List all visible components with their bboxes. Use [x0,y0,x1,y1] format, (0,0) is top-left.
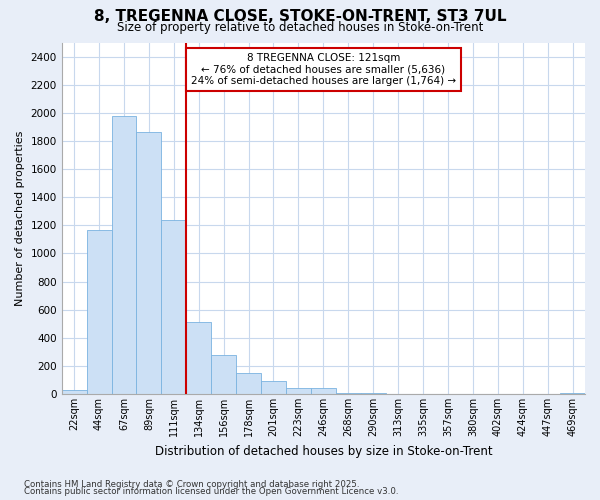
Text: 8, TREGENNA CLOSE, STOKE-ON-TRENT, ST3 7UL: 8, TREGENNA CLOSE, STOKE-ON-TRENT, ST3 7… [94,9,506,24]
Bar [211,356,236,394]
Bar [136,132,161,394]
Text: Size of property relative to detached houses in Stoke-on-Trent: Size of property relative to detached ho… [117,21,483,34]
Bar [86,230,112,394]
X-axis label: Distribution of detached houses by size in Stoke-on-Trent: Distribution of detached houses by size … [155,444,492,458]
Text: 8 TREGENNA CLOSE: 121sqm
← 76% of detached houses are smaller (5,636)
24% of sem: 8 TREGENNA CLOSE: 121sqm ← 76% of detach… [191,53,456,86]
Bar [261,382,286,394]
Bar [286,388,311,394]
Bar [62,390,86,394]
Y-axis label: Number of detached properties: Number of detached properties [15,130,25,306]
Bar [161,220,186,394]
Text: Contains public sector information licensed under the Open Government Licence v3: Contains public sector information licen… [24,487,398,496]
Bar [311,388,336,394]
Bar [186,322,211,394]
Bar [236,373,261,394]
Text: Contains HM Land Registry data © Crown copyright and database right 2025.: Contains HM Land Registry data © Crown c… [24,480,359,489]
Bar [112,116,136,394]
